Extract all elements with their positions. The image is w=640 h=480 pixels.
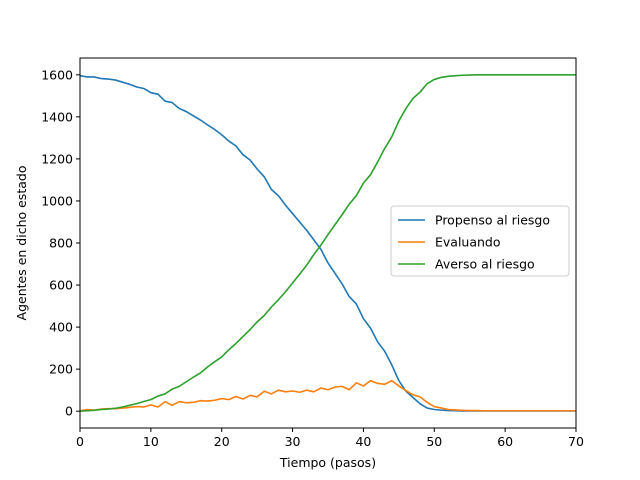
x-tick-label-3: 30 [285,434,301,449]
x-tick-label-5: 50 [426,434,442,449]
x-tick-label-1: 10 [143,434,159,449]
legend-label-1: Evaluando [435,235,501,250]
y-tick-label-6: 1200 [41,151,73,166]
legend-label-2: Averso al riesgo [435,257,535,272]
x-tick-label-7: 70 [568,434,584,449]
legend-label-0: Propenso al riesgo [435,213,550,228]
x-axis-label: Tiempo (pasos) [279,455,376,470]
x-tick-label-6: 60 [497,434,513,449]
y-tick-label-5: 1000 [41,193,73,208]
y-axis-label: Agentes en dicho estado [14,166,29,321]
x-tick-label-2: 20 [214,434,230,449]
y-tick-label-3: 600 [49,278,73,293]
x-axis: 0 10 20 30 40 50 60 70 [76,428,584,449]
legend: Propenso al riesgo Evaluando Averso al rie… [390,205,570,277]
series-layer [79,74,576,412]
x-tick-label-4: 40 [355,434,371,449]
y-tick-label-2: 400 [49,320,73,335]
y-tick-label-7: 1400 [41,109,73,124]
y-tick-label-8: 1600 [41,67,73,82]
series-line-1 [79,379,576,412]
y-tick-label-1: 200 [49,362,73,377]
legend-box [390,205,570,277]
y-tick-label-4: 800 [49,236,73,251]
series-line-2 [79,74,576,412]
x-tick-label-0: 0 [76,434,84,449]
y-tick-label-0: 0 [65,404,73,419]
y-axis: 0 200 400 600 800 1000 1200 1400 1600 [41,67,80,419]
